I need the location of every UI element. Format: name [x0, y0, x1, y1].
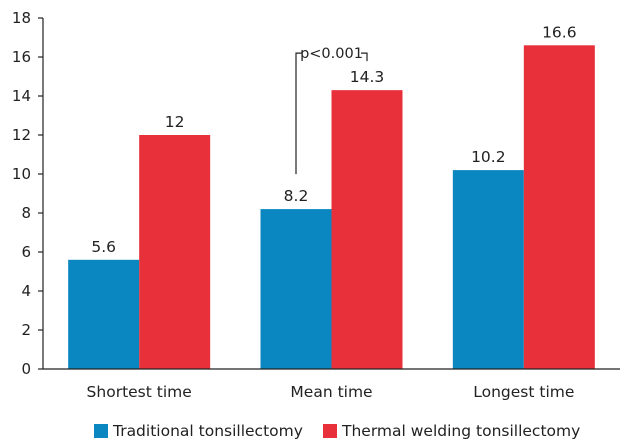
bars — [68, 45, 595, 370]
y-axis-ticks: 0 2 4 6 8 10 12 14 16 18 — [12, 9, 43, 378]
legend: Traditional tonsillectomy Thermal weldin… — [94, 422, 580, 440]
bar — [452, 170, 524, 369]
data-label: 16.6 — [542, 23, 577, 41]
legend-label-thermal-welding: Thermal welding tonsillectomy — [341, 422, 580, 440]
data-label: 14.3 — [350, 68, 385, 86]
y-tick-label: 2 — [21, 321, 31, 339]
y-tick-label: 18 — [12, 9, 31, 27]
significance-bracket — [295, 52, 368, 175]
y-tick-label: 0 — [21, 360, 31, 378]
data-label: 5.6 — [91, 238, 116, 256]
legend-swatch-thermal-welding — [323, 424, 337, 438]
significance-annotation: p<0.001 — [295, 46, 368, 175]
y-tick-label: 8 — [21, 204, 31, 222]
bar — [331, 90, 403, 370]
bar — [260, 209, 332, 369]
x-category-label: Mean time — [290, 383, 372, 401]
data-label: 12 — [165, 113, 185, 131]
x-category-label: Shortest time — [87, 383, 192, 401]
bar — [139, 135, 211, 369]
bar — [523, 45, 595, 370]
data-labels: 5.6 12 8.2 14.3 10.2 16.6 — [91, 23, 576, 256]
y-tick-label: 16 — [12, 48, 31, 66]
data-label: 10.2 — [471, 148, 506, 166]
p-value-label: p<0.001 — [300, 46, 363, 62]
axes — [42, 18, 620, 370]
data-label: 8.2 — [284, 187, 309, 205]
bar — [68, 259, 140, 369]
y-tick-label: 4 — [21, 282, 31, 300]
y-tick-label: 10 — [12, 165, 31, 183]
legend-swatch-traditional — [94, 424, 108, 438]
y-tick-label: 6 — [21, 243, 31, 261]
category-labels: Shortest time Mean time Longest time — [87, 383, 575, 401]
y-tick-label: 14 — [12, 87, 31, 105]
x-category-label: Longest time — [473, 383, 574, 401]
legend-label-traditional: Traditional tonsillectomy — [112, 422, 303, 440]
y-tick-label: 12 — [12, 126, 31, 144]
